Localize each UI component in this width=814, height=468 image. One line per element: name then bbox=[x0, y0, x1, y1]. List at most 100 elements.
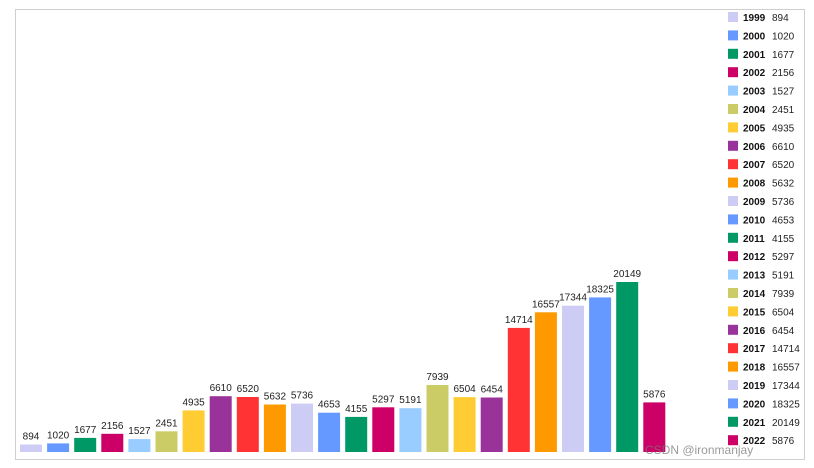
legend-year-2010: 2010 bbox=[743, 215, 766, 226]
bar-value-label-2007: 6520 bbox=[237, 384, 260, 395]
bar-value-label-2022: 5876 bbox=[643, 389, 666, 400]
legend-item-2022: 2022 5876 bbox=[728, 435, 795, 447]
bar-value-label-2016: 6454 bbox=[481, 385, 504, 396]
legend-year-2005: 2005 bbox=[743, 123, 766, 134]
legend-year-2019: 2019 bbox=[743, 381, 766, 392]
legend-value-2005: 4935 bbox=[772, 123, 795, 134]
bar-2002 bbox=[101, 433, 124, 452]
legend-value-2002: 2156 bbox=[772, 68, 795, 79]
bar-value-label-2004: 2451 bbox=[155, 418, 178, 429]
plot-frame bbox=[15, 9, 805, 460]
legend-value-2013: 5191 bbox=[772, 271, 795, 282]
bar-value-label-2001: 1677 bbox=[74, 425, 97, 436]
legend-year-2007: 2007 bbox=[743, 160, 766, 171]
watermark: CSDN @ironmanjay bbox=[645, 443, 754, 457]
legend-year-2020: 2020 bbox=[743, 399, 766, 410]
legend-item-2003: 2003 1527 bbox=[728, 85, 795, 98]
bar-value-label-2010: 4653 bbox=[318, 400, 341, 411]
legend-swatch-2001 bbox=[728, 48, 738, 59]
legend-value-2019: 17344 bbox=[772, 381, 800, 392]
legend-item-2002: 2002 2156 bbox=[728, 67, 795, 79]
legend-value-2022: 5876 bbox=[772, 436, 795, 447]
legend-item-2004: 2004 2451 bbox=[728, 104, 795, 116]
legend-value-2010: 4653 bbox=[772, 215, 795, 226]
bar-value-label-2015: 6504 bbox=[453, 384, 476, 395]
bar-value-label-2008: 5632 bbox=[264, 392, 287, 403]
legend-item-2015: 2015 6504 bbox=[728, 306, 795, 318]
bar-2003 bbox=[128, 439, 151, 452]
legend-value-1999: 894 bbox=[772, 13, 789, 24]
legend-swatch-2000 bbox=[728, 30, 738, 41]
legend-swatch-2010 bbox=[728, 214, 738, 225]
legend-year-2001: 2001 bbox=[743, 50, 766, 61]
legend-year-2003: 2003 bbox=[743, 87, 766, 98]
bar-value-label-2006: 6610 bbox=[210, 383, 233, 394]
legend-year-2013: 2013 bbox=[743, 271, 766, 282]
legend-value-2006: 6610 bbox=[772, 142, 795, 153]
legend-year-2022: 2022 bbox=[743, 436, 766, 447]
legend-year-2000: 2000 bbox=[743, 31, 766, 42]
legend-swatch-2005 bbox=[728, 122, 738, 133]
legend-swatch-2017 bbox=[728, 343, 738, 354]
legend-year-2014: 2014 bbox=[743, 289, 766, 300]
bar-value-label-2011: 4155 bbox=[345, 404, 368, 415]
legend-year-2009: 2009 bbox=[743, 197, 766, 208]
bar-2012 bbox=[372, 407, 395, 452]
legend-swatch-2021 bbox=[728, 416, 738, 427]
legend-swatch-2014 bbox=[728, 288, 738, 298]
bar-value-label-1999: 894 bbox=[23, 432, 40, 443]
bar-2008 bbox=[263, 404, 286, 452]
bar-value-label-2020: 18325 bbox=[586, 284, 614, 295]
bar-value-label-2014: 7939 bbox=[426, 372, 449, 383]
legend-swatch-2007 bbox=[728, 159, 738, 170]
bar-2001 bbox=[74, 437, 97, 452]
legend-value-2015: 6504 bbox=[772, 307, 795, 318]
bar-value-label-2017: 14714 bbox=[505, 315, 533, 326]
bar-2022 bbox=[643, 402, 666, 452]
legend-item-1999: 1999 894 bbox=[728, 12, 789, 24]
legend-value-2009: 5736 bbox=[772, 197, 795, 208]
legend-swatch-2004 bbox=[728, 104, 738, 114]
legend-item-2016: 2016 6454 bbox=[728, 324, 795, 337]
legend-year-2015: 2015 bbox=[743, 307, 766, 318]
legend-value-2018: 16557 bbox=[772, 363, 800, 374]
bar-2013 bbox=[399, 408, 422, 452]
legend-year-2021: 2021 bbox=[743, 418, 766, 429]
legend-swatch-2015 bbox=[728, 306, 738, 317]
legend-value-2014: 7939 bbox=[772, 289, 795, 300]
legend-year-2002: 2002 bbox=[743, 68, 766, 79]
bar-2005 bbox=[182, 410, 205, 452]
bar-value-label-2013: 5191 bbox=[399, 395, 422, 406]
bar-2010 bbox=[318, 412, 341, 452]
legend-swatch-2022 bbox=[728, 435, 738, 446]
bar-2014 bbox=[426, 385, 449, 452]
legend-item-2006: 2006 6610 bbox=[728, 140, 795, 153]
bar-2011 bbox=[345, 416, 368, 452]
legend-value-2017: 14714 bbox=[772, 344, 800, 355]
legend-item-2001: 2001 1677 bbox=[728, 48, 795, 61]
legend-item-2010: 2010 4653 bbox=[728, 214, 795, 226]
legend-swatch-2019 bbox=[728, 380, 738, 390]
bar-value-label-2018: 16557 bbox=[532, 299, 560, 310]
legend-year-1999: 1999 bbox=[743, 13, 766, 24]
legend-item-2012: 2012 5297 bbox=[728, 251, 795, 263]
legend-swatch-2009 bbox=[728, 196, 738, 206]
bar-2015 bbox=[453, 397, 476, 452]
legend-value-2004: 2451 bbox=[772, 105, 795, 116]
bar-value-label-2019: 17344 bbox=[559, 293, 587, 304]
legend-swatch-2002 bbox=[728, 67, 738, 78]
legend-item-2021: 2021 20149 bbox=[728, 416, 800, 429]
bar-2016 bbox=[480, 397, 503, 452]
legend-item-2017: 2017 14714 bbox=[728, 343, 800, 355]
legend-item-2007: 2007 6520 bbox=[728, 159, 795, 171]
bar-2019 bbox=[562, 305, 584, 452]
legend-year-2004: 2004 bbox=[743, 105, 766, 116]
legend-swatch-2018 bbox=[728, 361, 738, 372]
legend-value-2021: 20149 bbox=[772, 418, 800, 429]
legend-item-2000: 2000 1020 bbox=[728, 30, 795, 42]
legend-item-2018: 2018 16557 bbox=[728, 361, 800, 374]
legend-value-2007: 6520 bbox=[772, 160, 795, 171]
legend-year-2012: 2012 bbox=[743, 252, 766, 263]
